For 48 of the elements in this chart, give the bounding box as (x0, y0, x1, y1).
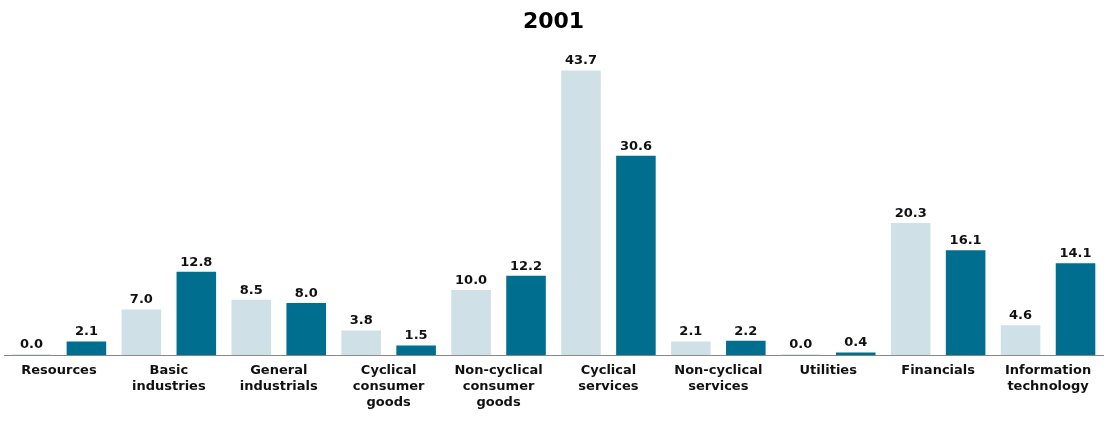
data-label: 43.7 (564, 52, 598, 68)
bar (1055, 263, 1096, 356)
data-label: 20.3 (894, 204, 927, 220)
bar (451, 290, 491, 356)
x-tick-label: Utilities (799, 362, 858, 378)
x-tick-label: Cyclical consumer goods (352, 362, 426, 409)
bar (66, 341, 107, 356)
x-tick-label: Basic industries (132, 362, 206, 393)
bar (176, 271, 217, 356)
data-label: 10.0 (455, 271, 488, 287)
x-tick-label: Non-cyclical services (674, 362, 763, 393)
data-label: 0.4 (844, 334, 868, 350)
x-tick-label: Financials (901, 362, 976, 378)
data-label: 12.2 (509, 257, 543, 273)
data-label: 12.8 (180, 253, 213, 269)
data-label: 4.6 (1009, 307, 1033, 323)
x-tick-label: Resources (21, 362, 97, 378)
data-label: 7.0 (129, 291, 153, 307)
data-label: 2.1 (74, 323, 98, 339)
data-label: 0.0 (789, 336, 813, 352)
data-label: 3.8 (349, 312, 373, 328)
data-label: 30.6 (619, 137, 652, 153)
data-label: 2.2 (734, 322, 758, 338)
x-tick-label: Cyclical services (578, 362, 639, 393)
bar (341, 330, 381, 356)
bar (121, 309, 162, 356)
data-label: 16.1 (949, 232, 982, 248)
bar (506, 275, 546, 356)
bar (726, 340, 766, 356)
data-label: 8.0 (294, 284, 318, 300)
data-label: 0.0 (19, 336, 43, 352)
x-tick-label: Information technology (1004, 362, 1092, 393)
chart-title: 2001 (521, 8, 586, 35)
data-label: 14.1 (1059, 245, 1092, 261)
data-label: 8.5 (239, 281, 263, 297)
bar (945, 250, 986, 356)
bar (1000, 325, 1041, 356)
x-tick-label: Non-cyclical consumer goods (454, 362, 543, 409)
bar (286, 303, 327, 356)
data-label: 1.5 (404, 327, 428, 343)
bar (396, 345, 436, 356)
bar (890, 222, 931, 356)
bar (561, 70, 601, 356)
bar (671, 341, 711, 356)
bar (616, 155, 656, 356)
data-label: 2.1 (679, 323, 703, 339)
bar (231, 299, 272, 356)
x-tick-label: General industrials (239, 362, 319, 393)
